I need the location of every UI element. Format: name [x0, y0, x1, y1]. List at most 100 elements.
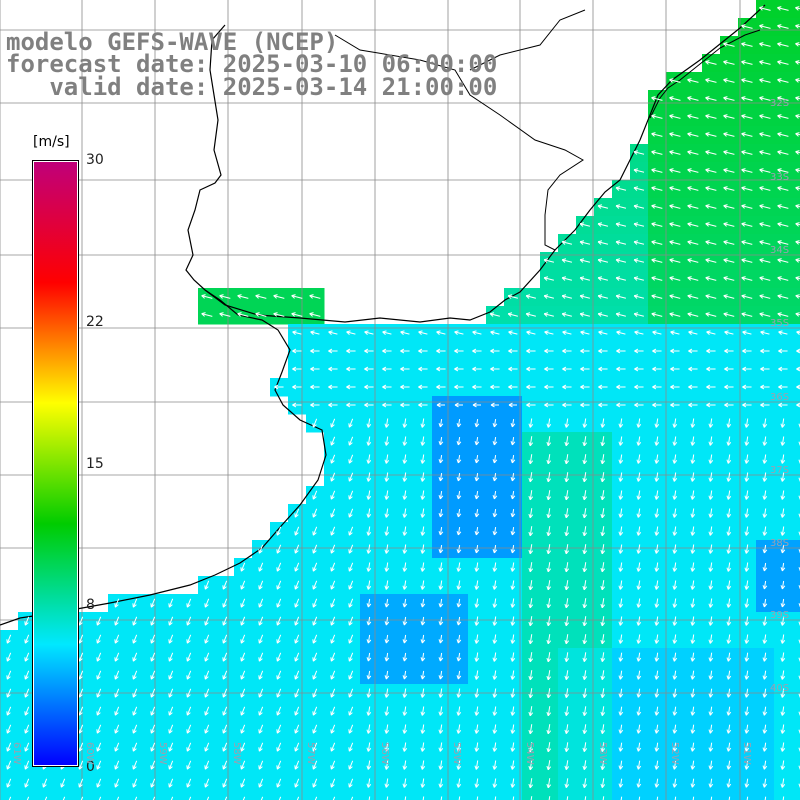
speed-cell: [792, 0, 800, 19]
wind-arrow: [312, 688, 318, 698]
wind-arrow: [6, 670, 12, 680]
wind-arrow: [582, 490, 588, 501]
wind-arrow: [654, 634, 660, 644]
wind-arrow: [150, 634, 156, 644]
wind-arrow: [255, 294, 267, 299]
wind-arrow: [795, 312, 800, 317]
wind-arrow: [744, 688, 750, 698]
wind-arrow: [618, 454, 624, 464]
speed-cell: [792, 630, 800, 649]
speed-cell: [576, 792, 595, 800]
wind-arrow: [687, 276, 699, 281]
wind-arrow: [762, 706, 768, 716]
wind-arrow: [276, 616, 282, 626]
wind-arrow: [564, 634, 570, 645]
wind-arrow: [759, 204, 771, 209]
wind-arrow: [330, 688, 336, 698]
wind-arrow: [510, 418, 516, 428]
wind-arrow: [726, 454, 732, 464]
wind-arrow: [726, 490, 732, 500]
wind-arrow: [328, 348, 338, 354]
wind-arrow: [528, 526, 534, 537]
latitude-label: 32S: [770, 98, 790, 109]
speed-cell: [792, 486, 800, 505]
wind-arrow: [330, 418, 336, 428]
speed-cell: [792, 18, 800, 37]
wind-arrow: [420, 562, 426, 572]
wind-arrow: [438, 688, 444, 698]
speed-cell: [792, 108, 800, 127]
wind-arrow: [96, 616, 102, 626]
wind-arrow: [546, 652, 552, 663]
wind-arrow: [600, 508, 606, 519]
wind-arrow: [364, 330, 374, 335]
wind-arrow: [348, 472, 354, 482]
wind-arrow: [492, 436, 498, 446]
wind-arrow: [366, 598, 372, 608]
wind-arrow: [258, 706, 264, 716]
wind-arrow: [6, 742, 12, 752]
wind-arrow: [690, 670, 696, 680]
wind-arrow: [546, 670, 552, 681]
wind-arrow: [438, 454, 444, 464]
wind-arrow: [741, 312, 753, 317]
wind-arrow: [618, 598, 624, 608]
wind-arrow: [546, 454, 552, 465]
wind-arrow: [759, 186, 771, 191]
wind-arrow: [561, 240, 573, 245]
wind-arrow: [528, 598, 534, 609]
wind-arrow: [474, 472, 480, 482]
wind-arrow: [114, 760, 120, 770]
wind-arrow: [597, 222, 609, 227]
wind-arrow: [276, 580, 282, 590]
wind-arrow: [616, 348, 626, 354]
wind-arrow: [456, 580, 462, 590]
wind-arrow: [438, 724, 444, 734]
wind-arrow: [204, 742, 210, 752]
wind-arrow: [690, 508, 696, 518]
wind-arrow: [438, 562, 444, 572]
wind-arrow: [723, 114, 735, 119]
wind-arrow: [636, 562, 642, 572]
wind-arrow: [382, 330, 392, 335]
wind-arrow: [456, 598, 462, 608]
wind-arrow: [762, 634, 768, 644]
wind-arrow: [600, 742, 606, 752]
wind-arrow: [582, 580, 588, 591]
wind-arrow: [384, 436, 390, 446]
wind-arrow: [708, 562, 714, 572]
wind-arrow: [312, 580, 318, 590]
speed-cell: [342, 792, 361, 800]
wind-arrow: [618, 562, 624, 572]
wind-arrow: [705, 240, 717, 245]
wind-arrow: [240, 616, 246, 626]
wind-arrow: [654, 724, 660, 734]
wind-arrow: [741, 150, 753, 155]
speed-cell: [90, 792, 109, 800]
wind-arrow: [510, 706, 516, 716]
wind-arrow: [777, 78, 789, 83]
wind-arrow: [510, 652, 516, 662]
wind-arrow: [780, 688, 786, 698]
wind-arrow: [132, 688, 138, 698]
wind-arrow: [384, 562, 390, 572]
wind-arrow: [526, 330, 536, 335]
wind-arrow: [186, 724, 192, 734]
wind-arrow: [366, 454, 372, 464]
wind-arrow: [292, 384, 302, 390]
wind-arrow: [474, 670, 480, 680]
wind-arrow: [780, 634, 786, 644]
wind-arrow: [582, 508, 588, 519]
wind-arrow: [528, 688, 534, 699]
wind-arrow: [384, 634, 390, 644]
wind-arrow: [759, 24, 771, 29]
wind-arrow: [258, 742, 264, 752]
wind-arrow: [204, 670, 210, 680]
wind-arrow: [580, 348, 590, 354]
wind-arrow: [438, 544, 444, 554]
speed-cell: [396, 792, 415, 800]
wind-arrow: [796, 348, 800, 354]
speed-cell: [792, 342, 800, 361]
wind-arrow: [364, 402, 374, 408]
wind-arrow: [222, 598, 228, 608]
